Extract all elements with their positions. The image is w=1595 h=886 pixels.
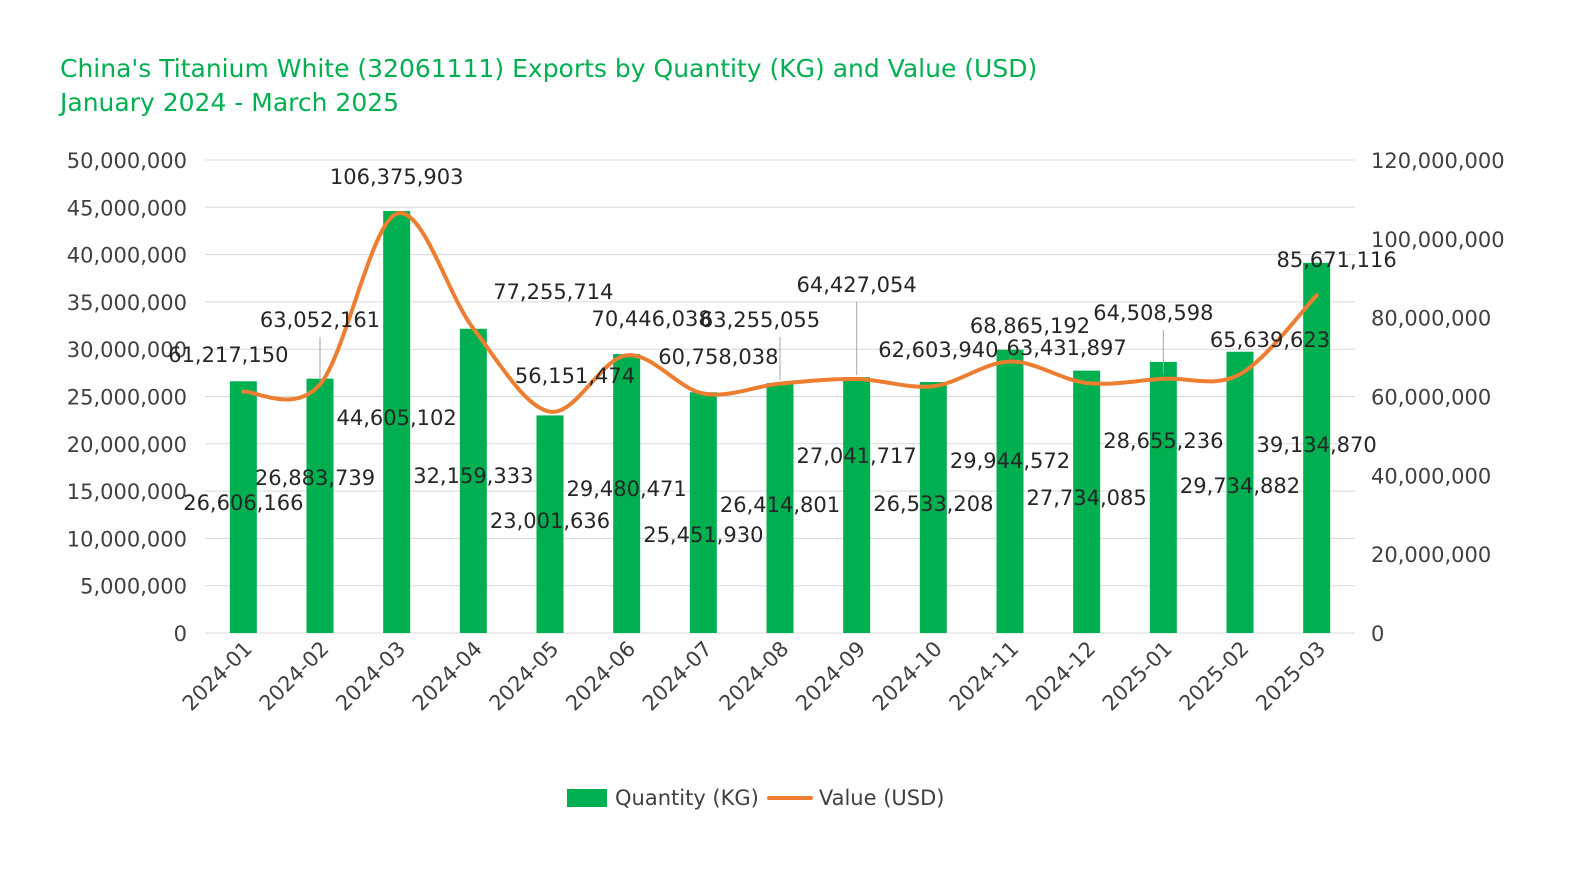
legend-item-value[interactable]: Value (USD) — [766, 786, 945, 810]
value-data-label: 70,446,038 — [592, 307, 712, 331]
quantity-data-label: 25,451,930 — [643, 523, 763, 547]
x-tick-label: 2025-02 — [1175, 637, 1254, 716]
legend-swatch-value — [766, 796, 813, 800]
x-tick-label: 2025-01 — [1098, 637, 1177, 716]
y-right-tick-label: 120,000,000 — [1371, 149, 1505, 173]
quantity-data-label: 39,134,870 — [1257, 433, 1377, 457]
y-right-tick-label: 40,000,000 — [1371, 464, 1491, 488]
y-right-tick-label: 60,000,000 — [1371, 386, 1491, 410]
quantity-bars — [229, 211, 1331, 633]
quantity-bar — [689, 392, 717, 633]
x-tick-label: 2024-01 — [178, 637, 257, 716]
quantity-bar — [1149, 361, 1177, 633]
leader-lines — [319, 302, 1164, 381]
quantity-bar — [459, 328, 487, 633]
x-tick-label: 2024-04 — [408, 637, 487, 716]
chart-subtitle: January 2024 - March 2025 — [60, 88, 400, 117]
quantity-data-label: 27,734,085 — [1027, 486, 1147, 510]
quantity-data-label: 23,001,636 — [490, 509, 610, 533]
y-left-tick-label: 35,000,000 — [67, 291, 187, 315]
value-data-label: 60,758,038 — [658, 345, 778, 369]
value-data-label: 77,255,714 — [493, 280, 613, 304]
x-tick-label: 2024-03 — [331, 637, 410, 716]
quantity-data-label: 29,944,572 — [950, 449, 1070, 473]
y-left-tick-label: 10,000,000 — [67, 527, 187, 551]
y-left-tick-label: 45,000,000 — [67, 196, 187, 220]
x-tick-label: 2024-09 — [791, 637, 870, 716]
value-data-label: 85,671,116 — [1277, 248, 1397, 272]
quantity-bar — [996, 349, 1024, 633]
legend: Quantity (KG) Value (USD) — [567, 786, 952, 810]
quantity-data-label: 44,605,102 — [337, 406, 457, 430]
quantity-data-label: 28,655,236 — [1103, 429, 1223, 453]
chart-title: China's Titanium White (32061111) Export… — [60, 54, 1038, 83]
quantity-data-label: 26,606,166 — [183, 491, 303, 515]
quantity-data-label: 29,734,882 — [1180, 474, 1300, 498]
x-tick-label: 2024-02 — [255, 637, 334, 716]
quantity-bar — [766, 383, 794, 633]
legend-swatch-quantity — [567, 789, 607, 807]
y-left-tick-label: 15,000,000 — [67, 480, 187, 504]
x-tick-label: 2024-11 — [945, 637, 1024, 716]
value-data-label: 63,052,161 — [260, 308, 380, 332]
value-data-label: 63,255,055 — [700, 308, 820, 332]
value-data-label: 64,508,598 — [1093, 301, 1213, 325]
y-right-tick-label: 100,000,000 — [1371, 228, 1505, 252]
y-right-tick-label: 0 — [1371, 622, 1384, 646]
quantity-data-label: 32,159,333 — [413, 464, 533, 488]
value-data-label: 106,375,903 — [330, 165, 464, 189]
value-data-label: 65,639,623 — [1210, 328, 1330, 352]
quantity-bar — [1073, 370, 1101, 633]
x-tick-label: 2025-03 — [1251, 637, 1330, 716]
quantity-bar — [1303, 262, 1331, 633]
y-left-tick-label: 50,000,000 — [67, 149, 187, 173]
x-tick-label: 2024-10 — [868, 637, 947, 716]
value-line — [241, 211, 1319, 414]
quantity-bar — [383, 211, 411, 633]
y-left-tick-label: 40,000,000 — [67, 244, 187, 268]
quantity-data-label: 26,533,208 — [873, 492, 993, 516]
y-left-tick-label: 20,000,000 — [67, 433, 187, 457]
chart-title-block: China's Titanium White (32061111) Export… — [60, 52, 1037, 120]
y-right-tick-label: 20,000,000 — [1371, 543, 1491, 567]
legend-label-value: Value (USD) — [818, 786, 945, 810]
quantity-data-label: 29,480,471 — [567, 477, 687, 501]
legend-label-quantity: Quantity (KG) — [615, 786, 759, 810]
value-data-label: 64,427,054 — [797, 273, 917, 297]
quantity-bar — [613, 354, 641, 633]
value-data-label: 56,151,474 — [515, 364, 635, 388]
quantity-bar — [1226, 351, 1254, 633]
value-data-label: 62,603,940 — [878, 338, 998, 362]
y-left-tick-label: 30,000,000 — [67, 338, 187, 362]
x-tick-label: 2024-12 — [1021, 637, 1100, 716]
x-tick-label: 2024-07 — [638, 637, 717, 716]
quantity-data-label: 27,041,717 — [797, 444, 917, 468]
x-tick-label: 2024-08 — [715, 637, 794, 716]
x-tick-label: 2024-05 — [485, 637, 564, 716]
quantity-data-label: 26,883,739 — [255, 466, 375, 490]
quantity-bar — [229, 381, 257, 633]
y-left-tick-label: 5,000,000 — [80, 575, 187, 599]
y-left-tick-label: 0 — [174, 622, 187, 646]
x-tick-label: 2024-06 — [561, 637, 640, 716]
value-data-label: 63,431,897 — [1007, 336, 1127, 360]
quantity-bar — [919, 381, 947, 633]
legend-item-quantity[interactable]: Quantity (KG) — [567, 786, 759, 810]
value-data-label: 68,865,192 — [970, 314, 1090, 338]
quantity-bar — [536, 415, 564, 633]
quantity-bar — [843, 377, 871, 633]
quantity-data-label: 26,414,801 — [720, 493, 840, 517]
quantity-bar — [306, 378, 334, 633]
value-data-label: 61,217,150 — [168, 343, 288, 367]
y-left-tick-label: 25,000,000 — [67, 386, 187, 410]
y-right-tick-label: 80,000,000 — [1371, 307, 1491, 331]
